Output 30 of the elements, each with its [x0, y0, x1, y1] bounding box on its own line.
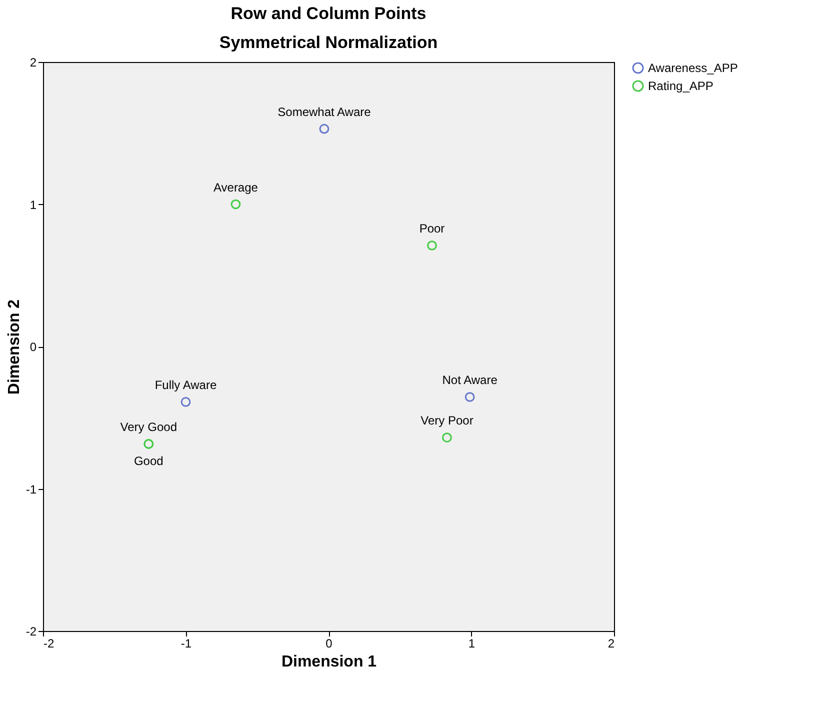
chart-title: Row and Column Points	[230, 4, 426, 23]
point	[180, 397, 191, 407]
point	[464, 392, 475, 402]
x-axis-title: Dimension 1	[281, 654, 377, 670]
y-tick-label: -2	[26, 624, 37, 638]
annotation: Poor	[419, 222, 445, 236]
x-tick-label: 0	[326, 636, 333, 650]
x-tick-label: 2	[608, 636, 615, 650]
x-tick-label: -1	[180, 636, 192, 650]
y-tick-label: 2	[30, 56, 37, 70]
annotation: Very Poor	[420, 414, 474, 428]
y-tick-label: -1	[26, 482, 37, 496]
point	[427, 240, 437, 250]
annotation: Fully Aware	[154, 378, 217, 392]
legend-label: Awareness_APP	[648, 61, 738, 75]
annotation: Very Good	[120, 420, 177, 434]
point	[230, 199, 241, 210]
y-tick-label: 1	[30, 198, 37, 212]
y-axis-title: Dimension 2	[6, 299, 23, 395]
x-tick-label: 1	[468, 636, 476, 650]
annotation: Somewhat Aware	[278, 104, 372, 119]
annotation: Not Aware	[442, 373, 498, 387]
annotation: Good	[134, 454, 164, 468]
x-tick-label: -2	[44, 636, 54, 650]
y-tick-label: 0	[30, 340, 37, 354]
chart-subtitle: Symmetrical Normalization	[219, 33, 438, 52]
legend-label: Rating_APP	[648, 79, 714, 93]
point	[442, 432, 452, 442]
annotation: Average	[213, 180, 258, 194]
point	[319, 124, 330, 134]
